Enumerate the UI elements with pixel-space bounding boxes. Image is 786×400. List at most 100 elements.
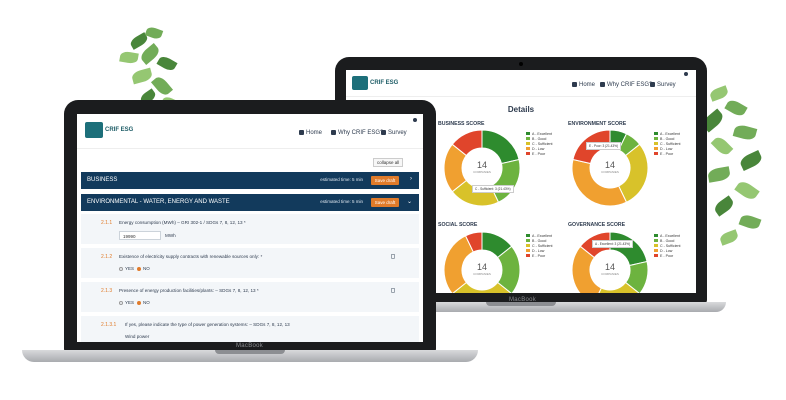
legend-swatch	[526, 239, 530, 242]
estimated-time: estimated time: 5 min	[320, 177, 363, 182]
page-title: Details	[507, 105, 535, 114]
legend-item: B - Good	[654, 239, 681, 244]
donut-slice-b[interactable]	[496, 245, 521, 293]
legend-item: E - Poor	[654, 254, 681, 259]
chart-tooltip: A - Excellent: 3 (21.43%)	[592, 240, 634, 248]
laptop-brand-label: MacBook	[509, 297, 537, 303]
top-nav: CRIF ESG Home Why CRIF ESG? Survey	[346, 70, 696, 97]
save-draft-button[interactable]: Save draft	[371, 198, 399, 207]
brand-logo	[85, 122, 103, 138]
nav-why[interactable]: Why CRIF ESG?	[331, 130, 383, 136]
donut-center: 14 COMPANIES	[462, 262, 502, 276]
legend-swatch	[654, 249, 658, 252]
companies-label: COMPANIES	[473, 272, 491, 276]
nav-home[interactable]: Home	[299, 130, 322, 136]
donut-slice-c[interactable]	[452, 281, 512, 293]
section-environmental[interactable]: ENVIRONMENTAL - WATER, ENERGY AND WASTE …	[81, 194, 419, 211]
legend-item: D - Low	[526, 249, 553, 254]
legend-item: A - Excellent	[526, 132, 553, 137]
legend-label: B - Good	[532, 137, 547, 141]
legend-item: A - Excellent	[654, 234, 681, 239]
legend-item: E - Poor	[526, 254, 553, 259]
legend-label: D - Low	[660, 147, 673, 151]
power-generation-value[interactable]: Wind power	[125, 334, 150, 339]
energy-consumption-input[interactable]: 19990	[119, 231, 161, 240]
legend-item: C - Sufficient	[526, 244, 553, 249]
trash-icon[interactable]	[391, 288, 395, 293]
legend-swatch	[526, 147, 530, 150]
legend-swatch	[526, 234, 530, 237]
radio-no[interactable]: NO	[137, 266, 150, 271]
legend-label: A - Excellent	[660, 132, 680, 136]
legend-label: E - Poor	[660, 152, 674, 156]
donut-slice-e[interactable]	[464, 231, 483, 253]
home-icon	[572, 82, 577, 87]
nav-home[interactable]: Home	[572, 82, 595, 88]
donut-chart	[443, 129, 521, 207]
chart-tooltip: E - Poor: 3 (21.43%)	[586, 142, 622, 150]
legend-item: E - Poor	[654, 152, 681, 157]
legend-swatch	[654, 152, 658, 155]
user-icon[interactable]	[684, 72, 688, 76]
legend-swatch	[526, 142, 530, 145]
chart-title: GOVERNANCE SCORE	[568, 222, 626, 228]
unit-label: MWh	[165, 233, 176, 238]
nav-survey[interactable]: Survey	[650, 82, 676, 88]
legend-swatch	[526, 152, 530, 155]
donut-slice-b[interactable]	[624, 260, 649, 293]
legend-item: D - Low	[654, 147, 681, 152]
radio-circle	[119, 267, 123, 271]
donut-slice-e[interactable]	[451, 129, 483, 157]
laptop-base	[22, 350, 478, 362]
chevron-right-icon[interactable]: ›	[410, 176, 412, 182]
nav-why[interactable]: Why CRIF ESG?	[600, 82, 652, 88]
laptop-base	[316, 302, 726, 312]
legend-swatch	[654, 254, 658, 257]
section-title: BUSINESS	[87, 177, 118, 183]
donut-center: 14 COMPANIES	[590, 160, 630, 174]
legend-label: A - Excellent	[532, 234, 552, 238]
top-nav: CRIF ESG Home Why CRIF ESG? Survey	[77, 114, 423, 149]
donut-slice-a[interactable]	[609, 231, 648, 267]
chart-tooltip: C - Sufficient: 3 (21.43%)	[472, 185, 514, 193]
legend-label: B - Good	[660, 239, 675, 243]
donut-slice-c[interactable]	[594, 281, 640, 293]
collapse-all-button[interactable]: collapse all	[373, 158, 404, 167]
survey-icon	[381, 130, 386, 135]
save-draft-button[interactable]: Save draft	[371, 176, 399, 185]
nav-survey[interactable]: Survey	[381, 130, 407, 136]
chart-legend: A - Excellent B - Good C - Sufficient D - L…	[526, 132, 553, 157]
legend-item: B - Good	[654, 137, 681, 142]
donut-chart	[571, 129, 649, 207]
question-number: 2.1.2	[101, 254, 113, 260]
chart-legend: A - Excellent B - Good C - Sufficient D - L…	[654, 132, 681, 157]
question-2-1-3: 2.1.3 Presence of energy production faci…	[81, 282, 419, 312]
question-2-1-2: 2.1.2 Existence of electricity supply co…	[81, 248, 419, 278]
legend-item: C - Sufficient	[526, 142, 553, 147]
radio-circle-selected	[137, 267, 141, 271]
radio-yes[interactable]: YES	[119, 300, 134, 305]
legend-label: D - Low	[532, 249, 545, 253]
survey-screen: CRIF ESG Home Why CRIF ESG? Survey colla…	[77, 114, 423, 342]
radio-circle	[119, 301, 123, 305]
legend-item: E - Poor	[526, 152, 553, 157]
donut-slice-a[interactable]	[481, 129, 520, 165]
user-icon[interactable]	[413, 118, 417, 122]
legend-label: D - Low	[660, 249, 673, 253]
radio-yes[interactable]: YES	[119, 266, 134, 271]
radio-no[interactable]: NO	[137, 300, 150, 305]
section-business[interactable]: BUSINESS estimated time: 5 min Save draf…	[81, 172, 419, 189]
trash-icon[interactable]	[391, 254, 395, 259]
legend-label: B - Good	[532, 239, 547, 243]
legend-label: E - Poor	[660, 254, 674, 258]
legend-swatch	[654, 244, 658, 247]
info-icon	[331, 130, 336, 135]
legend-item: A - Excellent	[526, 234, 553, 239]
legend-item: B - Good	[526, 137, 553, 142]
chart-legend: A - Excellent B - Good C - Sufficient D - L…	[654, 234, 681, 259]
legend-label: E - Poor	[532, 152, 546, 156]
chevron-down-icon[interactable]: ⌄	[406, 199, 412, 205]
legend-swatch	[654, 142, 658, 145]
legend-swatch	[654, 137, 658, 140]
legend-item: D - Low	[526, 147, 553, 152]
